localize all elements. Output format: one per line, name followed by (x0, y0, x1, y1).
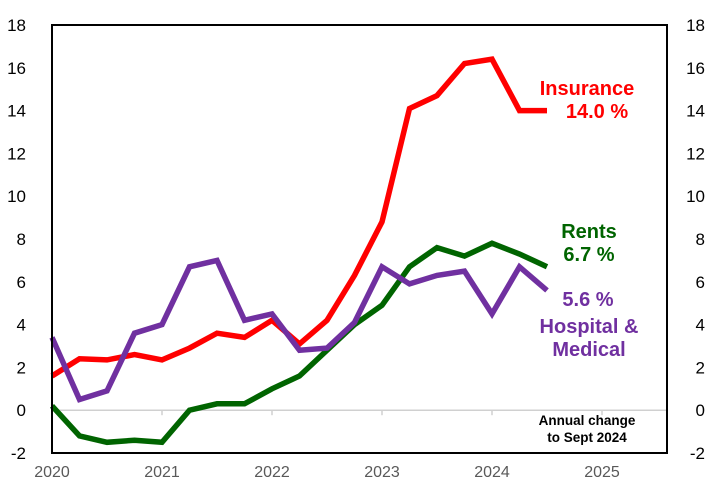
y-tick-left: 8 (17, 230, 26, 249)
insurance-value-label: 14.0 % (566, 101, 628, 123)
y-tick-left: 12 (7, 144, 26, 163)
y-tick-left: 2 (17, 358, 26, 377)
y-tick-right: -2 (690, 444, 705, 463)
y-tick-right: 16 (686, 59, 705, 78)
y-tick-left: 0 (17, 401, 26, 420)
y-tick-right: 4 (696, 316, 705, 335)
y-tick-left: 10 (7, 187, 26, 206)
y-tick-right: 10 (686, 187, 705, 206)
note-line1: Annual change (539, 413, 636, 428)
x-tick-label: 2022 (254, 464, 290, 481)
hospital-value-label: 5.6 % (562, 289, 613, 311)
y-tick-right: 6 (696, 273, 705, 292)
rents-label: Rents (561, 221, 617, 243)
y-tick-right: 0 (696, 401, 705, 420)
series-line-insurance (50, 56, 547, 379)
series-line-hospital-medical (49, 257, 549, 403)
x-tick-label: 2023 (364, 464, 400, 481)
hospital-label-line1: Hospital & (540, 316, 639, 338)
y-tick-left: 16 (7, 59, 26, 78)
y-tick-right: 14 (686, 102, 705, 121)
insurance-label: Insurance (540, 78, 634, 100)
y-tick-left: -2 (11, 444, 26, 463)
x-tick-label: 2025 (584, 464, 620, 481)
y-tick-right: 2 (696, 358, 705, 377)
y-tick-left: 14 (7, 102, 26, 121)
y-tick-left: 18 (7, 16, 26, 35)
y-tick-right: 12 (686, 144, 705, 163)
hospital-label-line2: Medical (552, 339, 625, 361)
y-tick-right: 8 (696, 230, 705, 249)
plot-frame (51, 24, 668, 454)
x-tick-label: 2021 (144, 464, 180, 481)
rents-value-label: 6.7 % (563, 244, 614, 266)
x-tick-label: 2020 (34, 464, 70, 481)
y-tick-left: 4 (17, 316, 26, 335)
x-tick-label: 2024 (474, 464, 510, 481)
series-line-rents (49, 240, 549, 446)
y-tick-left: 6 (17, 273, 26, 292)
y-tick-right: 18 (686, 16, 705, 35)
note-line2: to Sept 2024 (547, 430, 627, 445)
